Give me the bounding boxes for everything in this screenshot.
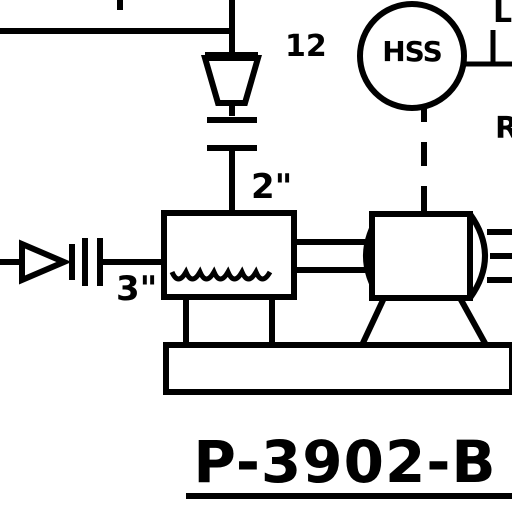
discharge-pipe-upper (205, 0, 258, 58)
suction-size-label: 3" (116, 269, 157, 309)
line-number-label: 12 (285, 29, 327, 64)
suction-check-valve (0, 238, 164, 286)
process-line-top (0, 0, 232, 34)
discharge-size-label: 2" (251, 167, 292, 207)
equipment-tag-label: P-3902-B (193, 428, 496, 496)
edge-label-right: R (495, 111, 512, 146)
coupling-shaft (294, 239, 366, 273)
motor (363, 211, 512, 301)
motor-stand (359, 296, 489, 347)
edge-label-top: L (493, 0, 512, 30)
pump-casing (161, 210, 297, 300)
discharge-flange (207, 117, 257, 151)
hss-instrument-label: HSS (382, 35, 442, 68)
reducer-symbol (201, 55, 262, 116)
hss-instrument-bubble: HSS (357, 1, 467, 111)
pump-supports (183, 297, 275, 345)
baseplate (163, 342, 512, 395)
instrument-connector-right (464, 30, 512, 67)
